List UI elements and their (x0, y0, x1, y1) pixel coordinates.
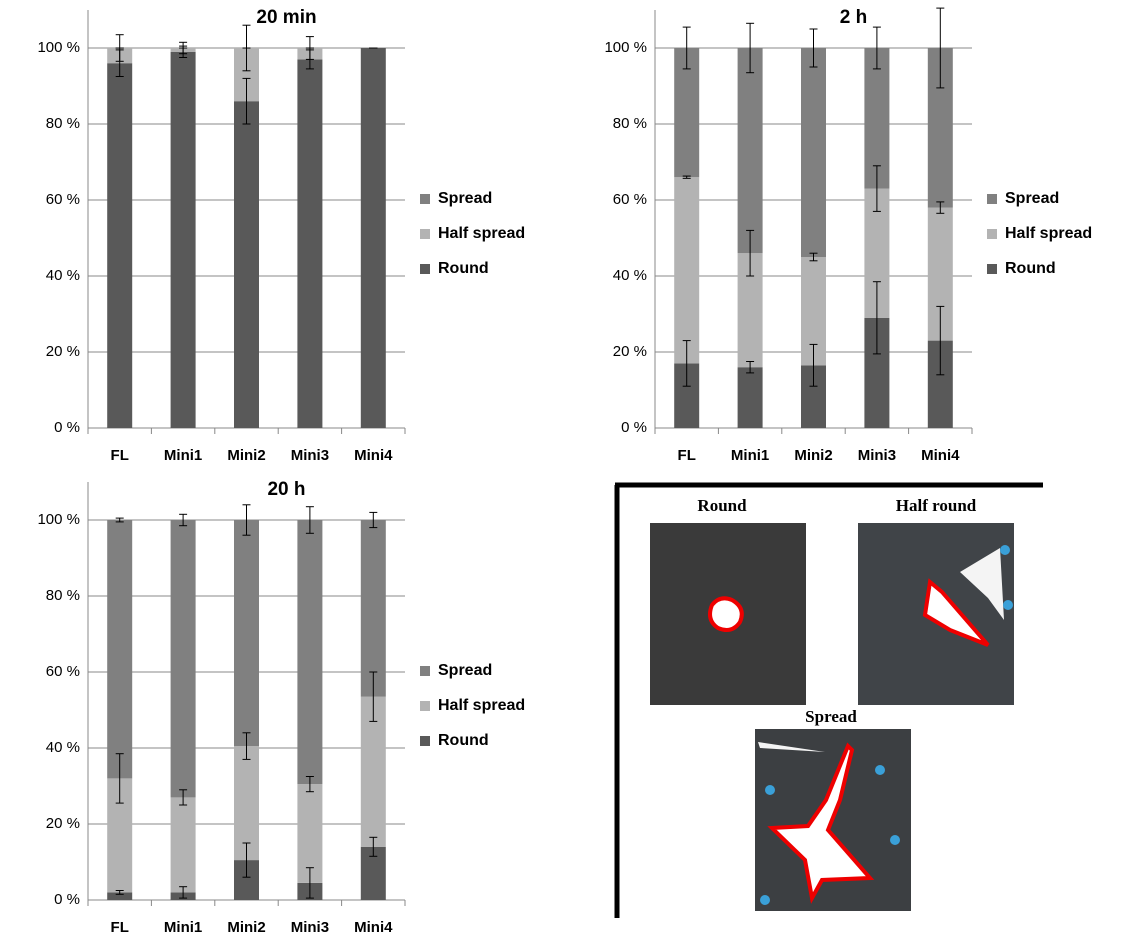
y-tick-label: 80 % (46, 115, 80, 132)
bar-segment (738, 367, 763, 428)
legend-label: Half spread (438, 225, 525, 242)
legend-label: Spread (438, 662, 492, 679)
legend-label: Spread (1005, 190, 1059, 207)
x-tick-label: FL (111, 919, 129, 936)
legend-label: Spread (438, 190, 492, 207)
legend-swatch (420, 229, 430, 239)
x-tick-label: Mini2 (794, 447, 832, 464)
bar-segment (171, 52, 196, 428)
bar-segment (361, 48, 386, 428)
legend-swatch (420, 736, 430, 746)
nucleus (890, 835, 900, 845)
x-tick-label: Mini4 (354, 447, 393, 464)
nucleus (760, 895, 770, 905)
y-tick-label: 0 % (54, 419, 80, 436)
y-tick-label: 0 % (54, 891, 80, 908)
legend-label: Half spread (438, 697, 525, 714)
legend-swatch (420, 264, 430, 274)
bar-segment (171, 520, 196, 797)
y-tick-label: 20 % (613, 343, 647, 360)
y-tick-label: 100 % (37, 511, 80, 528)
legend-label: Round (438, 260, 489, 277)
chart-title: 2 h (840, 7, 867, 28)
figure: Round Half round Spread 0 % 20 % 40 % 60 % 8… (0, 0, 1134, 937)
legend-swatch (420, 701, 430, 711)
chart-title: 20 min (256, 7, 316, 28)
x-tick-label: Mini1 (731, 447, 769, 464)
bar-segment (297, 59, 322, 428)
y-tick-label: 100 % (604, 39, 647, 56)
x-tick-label: FL (678, 447, 696, 464)
y-tick-label: 20 % (46, 343, 80, 360)
bar-segment (234, 520, 259, 746)
y-tick-label: 60 % (46, 663, 80, 680)
legend-swatch (987, 194, 997, 204)
y-tick-label: 80 % (46, 587, 80, 604)
y-tick-label: 60 % (613, 191, 647, 208)
y-tick-label: 40 % (613, 267, 647, 284)
image-label: Half round (896, 496, 977, 515)
y-tick-label: 0 % (621, 419, 647, 436)
x-tick-label: Mini2 (227, 919, 265, 936)
bar-segment (107, 63, 132, 428)
x-tick-label: Mini2 (227, 447, 265, 464)
legend-label: Round (438, 732, 489, 749)
bar-segment (107, 520, 132, 778)
x-tick-label: Mini1 (164, 919, 202, 936)
page: {"chart_data": [ {"type": "bar", "stacke… (0, 0, 1134, 942)
chart-title: 20 h (267, 479, 305, 500)
legend-label: Round (1005, 260, 1056, 277)
y-tick-label: 40 % (46, 739, 80, 756)
x-tick-label: Mini4 (921, 447, 960, 464)
x-tick-label: Mini1 (164, 447, 202, 464)
x-tick-label: FL (111, 447, 129, 464)
y-tick-label: 20 % (46, 815, 80, 832)
y-tick-label: 60 % (46, 191, 80, 208)
bar-segment (361, 520, 386, 697)
nucleus (1000, 545, 1010, 555)
bar-segment (171, 797, 196, 892)
legend-label: Half spread (1005, 225, 1092, 242)
nucleus (875, 765, 885, 775)
bar-segment (801, 48, 826, 257)
legend-swatch (420, 194, 430, 204)
x-tick-label: Mini3 (291, 919, 329, 936)
legend-swatch (420, 666, 430, 676)
image-label: Spread (805, 707, 857, 726)
x-tick-label: Mini3 (291, 447, 329, 464)
image-panel: Round Half round Spread (615, 485, 1043, 918)
legend-swatch (987, 229, 997, 239)
image-label: Round (697, 496, 747, 515)
bar-segment (297, 520, 322, 784)
y-tick-label: 80 % (613, 115, 647, 132)
bar-segment (674, 177, 699, 363)
bar-segment (234, 101, 259, 428)
bar-segment (738, 48, 763, 253)
cell-outline (710, 598, 742, 630)
nucleus (1003, 600, 1013, 610)
x-tick-label: Mini3 (858, 447, 896, 464)
legend-swatch (987, 264, 997, 274)
y-tick-label: 100 % (37, 39, 80, 56)
y-tick-label: 40 % (46, 267, 80, 284)
nucleus (765, 785, 775, 795)
x-tick-label: Mini4 (354, 919, 393, 936)
